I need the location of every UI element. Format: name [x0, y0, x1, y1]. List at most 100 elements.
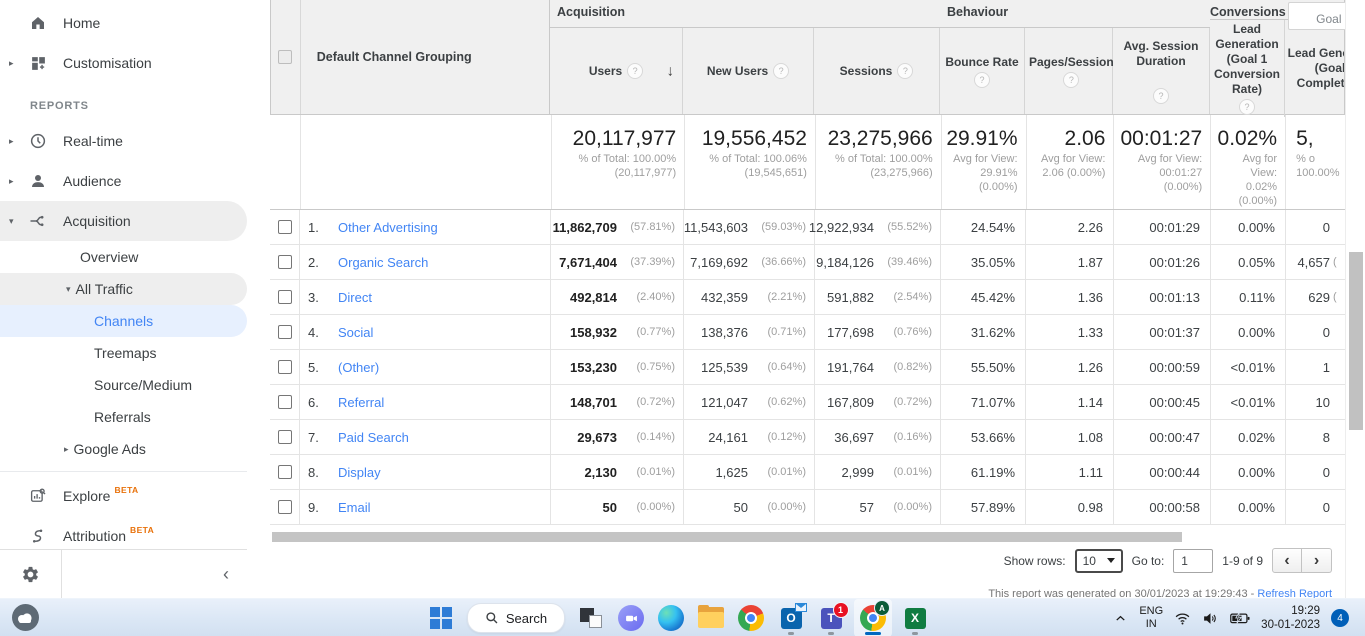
channel-link[interactable]: Social [338, 324, 374, 340]
help-icon[interactable]: ? [1063, 71, 1080, 88]
excel-button[interactable]: X [898, 599, 932, 636]
mail-badge-icon [794, 602, 807, 612]
battery-icon[interactable] [1230, 610, 1250, 626]
goto-page-input[interactable] [1173, 548, 1214, 573]
chat-button[interactable] [614, 599, 648, 636]
sidebar-item-label: Attribution [63, 528, 127, 544]
notification-count-badge[interactable]: 4 [1331, 609, 1349, 627]
select-all-checkbox[interactable] [278, 50, 293, 64]
sidebar-item-home[interactable]: Home [0, 3, 247, 43]
column-header-goal-conversion-rate[interactable]: Lead Generation (Goal 1 Conversion Rate)… [1210, 20, 1285, 117]
previous-page-button[interactable]: ‹ [1272, 548, 1302, 573]
sidebar-item-acquisition[interactable]: ▾ Acquisition [0, 201, 247, 241]
channel-link[interactable]: Referral [338, 394, 385, 410]
column-header-goal-completions[interactable]: Lead Generation (Goal 1 Completions) [1285, 20, 1344, 117]
weather-widget-icon[interactable] [12, 604, 39, 631]
wifi-icon[interactable] [1174, 610, 1191, 627]
column-header-avg-session-duration[interactable]: Avg. Session Duration ? [1113, 28, 1210, 114]
row-checkbox[interactable] [277, 395, 292, 409]
sessions-value: 167,809 [827, 394, 874, 410]
chrome-active-button[interactable]: A [854, 599, 892, 636]
total-subtext: % of Total: 100.00% (23,275,966) [835, 153, 933, 179]
totals-new-users: 19,556,452 % of Total: 100.06% (19,545,6… [685, 115, 816, 209]
pages-session-cell: 0.98 [1026, 490, 1114, 524]
total-value: 0.02% [1217, 127, 1278, 150]
settings-gear-icon[interactable] [0, 550, 62, 599]
sessions-value: 191,764 [827, 359, 874, 375]
sidebar-item-channels[interactable]: Channels [0, 305, 247, 337]
chrome-button[interactable] [734, 599, 768, 636]
channel-link[interactable]: (Other) [338, 359, 380, 375]
column-header-channel-grouping[interactable]: Default Channel Grouping [301, 0, 550, 114]
help-icon[interactable]: ? [1153, 87, 1169, 104]
help-icon[interactable]: ? [627, 63, 644, 79]
file-explorer-button[interactable] [694, 599, 728, 636]
goal-selector-dropdown[interactable]: Goal 1: L [1288, 2, 1345, 30]
column-header-bounce-rate[interactable]: Bounce Rate ? [940, 28, 1025, 114]
row-checkbox[interactable] [277, 255, 292, 269]
row-number: 5. [308, 359, 319, 375]
sessions-percent: (2.54%) [893, 291, 932, 303]
column-header-sessions[interactable]: Sessions ? [814, 28, 940, 114]
volume-icon[interactable] [1202, 610, 1219, 627]
help-icon[interactable]: ? [897, 63, 914, 79]
language-indicator[interactable]: ENG IN [1139, 605, 1163, 631]
channel-link[interactable]: Paid Search [338, 429, 409, 445]
start-button[interactable] [424, 599, 458, 636]
row-checkbox[interactable] [277, 325, 292, 339]
sidebar-item-referrals[interactable]: Referrals [0, 401, 247, 433]
task-view-button[interactable] [574, 599, 608, 636]
horizontal-scrollbar-thumb[interactable] [272, 532, 1182, 542]
help-icon[interactable]: ? [773, 63, 790, 79]
channel-link[interactable]: Organic Search [338, 254, 429, 270]
group-header-conversions: Conversions [1210, 0, 1344, 20]
channel-link[interactable]: Display [338, 464, 381, 480]
sidebar-item-attribution[interactable]: Attribution BETA [0, 516, 247, 556]
outlook-button[interactable]: O [774, 599, 808, 636]
channel-link[interactable]: Email [338, 499, 371, 515]
row-checkbox[interactable] [277, 220, 292, 234]
sidebar-item-treemaps[interactable]: Treemaps [0, 337, 247, 369]
row-checkbox[interactable] [277, 430, 292, 444]
row-checkbox[interactable] [277, 500, 292, 514]
sidebar-item-customisation[interactable]: ▸ Customisation [0, 43, 247, 83]
edge-button[interactable] [654, 599, 688, 636]
pagination-bar: Show rows: 10 Go to: 1-9 of 9 ‹ › [270, 548, 1332, 573]
column-header-new-users[interactable]: New Users ? [683, 28, 814, 114]
total-subtext: % of Total: 100.06% (19,545,651) [709, 153, 807, 179]
show-hidden-icons-chevron[interactable] [1113, 611, 1128, 626]
avg-session-duration-cell: 00:01:37 [1114, 315, 1211, 349]
channel-link[interactable]: Other Advertising [338, 219, 438, 235]
sidebar-item-google-ads[interactable]: ▸ Google Ads [0, 433, 247, 465]
collapse-sidebar-icon[interactable]: ‹ [223, 564, 229, 584]
clock-datetime[interactable]: 19:29 30-01-2023 [1261, 604, 1320, 632]
goal-completions-cell: 10 [1286, 385, 1345, 419]
channel-link[interactable]: Direct [338, 289, 372, 305]
column-header-users[interactable]: Users ? ↓ [550, 28, 683, 114]
taskbar-search[interactable]: Search [464, 599, 568, 636]
sidebar-item-source-medium[interactable]: Source/Medium [0, 369, 247, 401]
next-page-button[interactable]: › [1302, 548, 1332, 573]
total-value: 5, [1296, 127, 1314, 150]
row-checkbox-cell [270, 350, 300, 384]
sidebar-item-realtime[interactable]: ▸ Real-time [0, 121, 247, 161]
vertical-scrollbar-thumb[interactable] [1349, 252, 1363, 430]
row-checkbox[interactable] [277, 360, 292, 374]
sidebar-item-all-traffic[interactable]: ▾ All Traffic [0, 273, 247, 305]
row-checkbox[interactable] [277, 465, 292, 479]
column-header-pages-session[interactable]: Pages/Session ? [1025, 28, 1114, 114]
totals-pages-session: 2.06 Avg for View: 2.06 (0.00%) [1027, 115, 1115, 209]
sidebar-item-overview[interactable]: Overview [0, 241, 247, 273]
sidebar-item-explore[interactable]: Explore BETA [0, 476, 247, 516]
channel-cell: 5. (Other) [300, 350, 551, 384]
show-rows-select[interactable]: 10 [1074, 548, 1123, 573]
totals-users: 20,117,977 % of Total: 100.00% (20,117,9… [552, 115, 686, 209]
person-icon [28, 171, 48, 191]
refresh-report-link[interactable]: Refresh Report [1257, 588, 1332, 598]
sidebar-item-audience[interactable]: ▸ Audience [0, 161, 247, 201]
help-icon[interactable]: ? [974, 71, 990, 88]
row-checkbox[interactable] [277, 290, 292, 304]
sessions-value: 12,922,934 [808, 219, 874, 235]
help-icon[interactable]: ? [1239, 99, 1255, 115]
